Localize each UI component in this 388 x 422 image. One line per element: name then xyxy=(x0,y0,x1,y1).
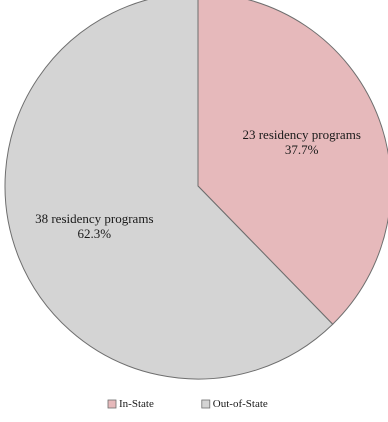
legend: In-State Out-of-State xyxy=(107,398,268,410)
pie-slices xyxy=(4,0,388,380)
slice-count-label: 23 residency programs xyxy=(242,127,360,142)
legend-swatch-out-of-state xyxy=(201,399,211,409)
slice-percent-label: 62.3% xyxy=(78,226,112,241)
slice-count-label: 38 residency programs xyxy=(35,211,153,226)
pie-slice-in-state xyxy=(197,0,388,325)
legend-label: Out-of-State xyxy=(213,398,268,410)
legend-swatch-in-state xyxy=(107,399,117,409)
legend-label: In-State xyxy=(119,398,154,410)
pie-slice-out-of-state xyxy=(4,0,334,380)
slice-percent-label: 37.7% xyxy=(285,142,319,157)
